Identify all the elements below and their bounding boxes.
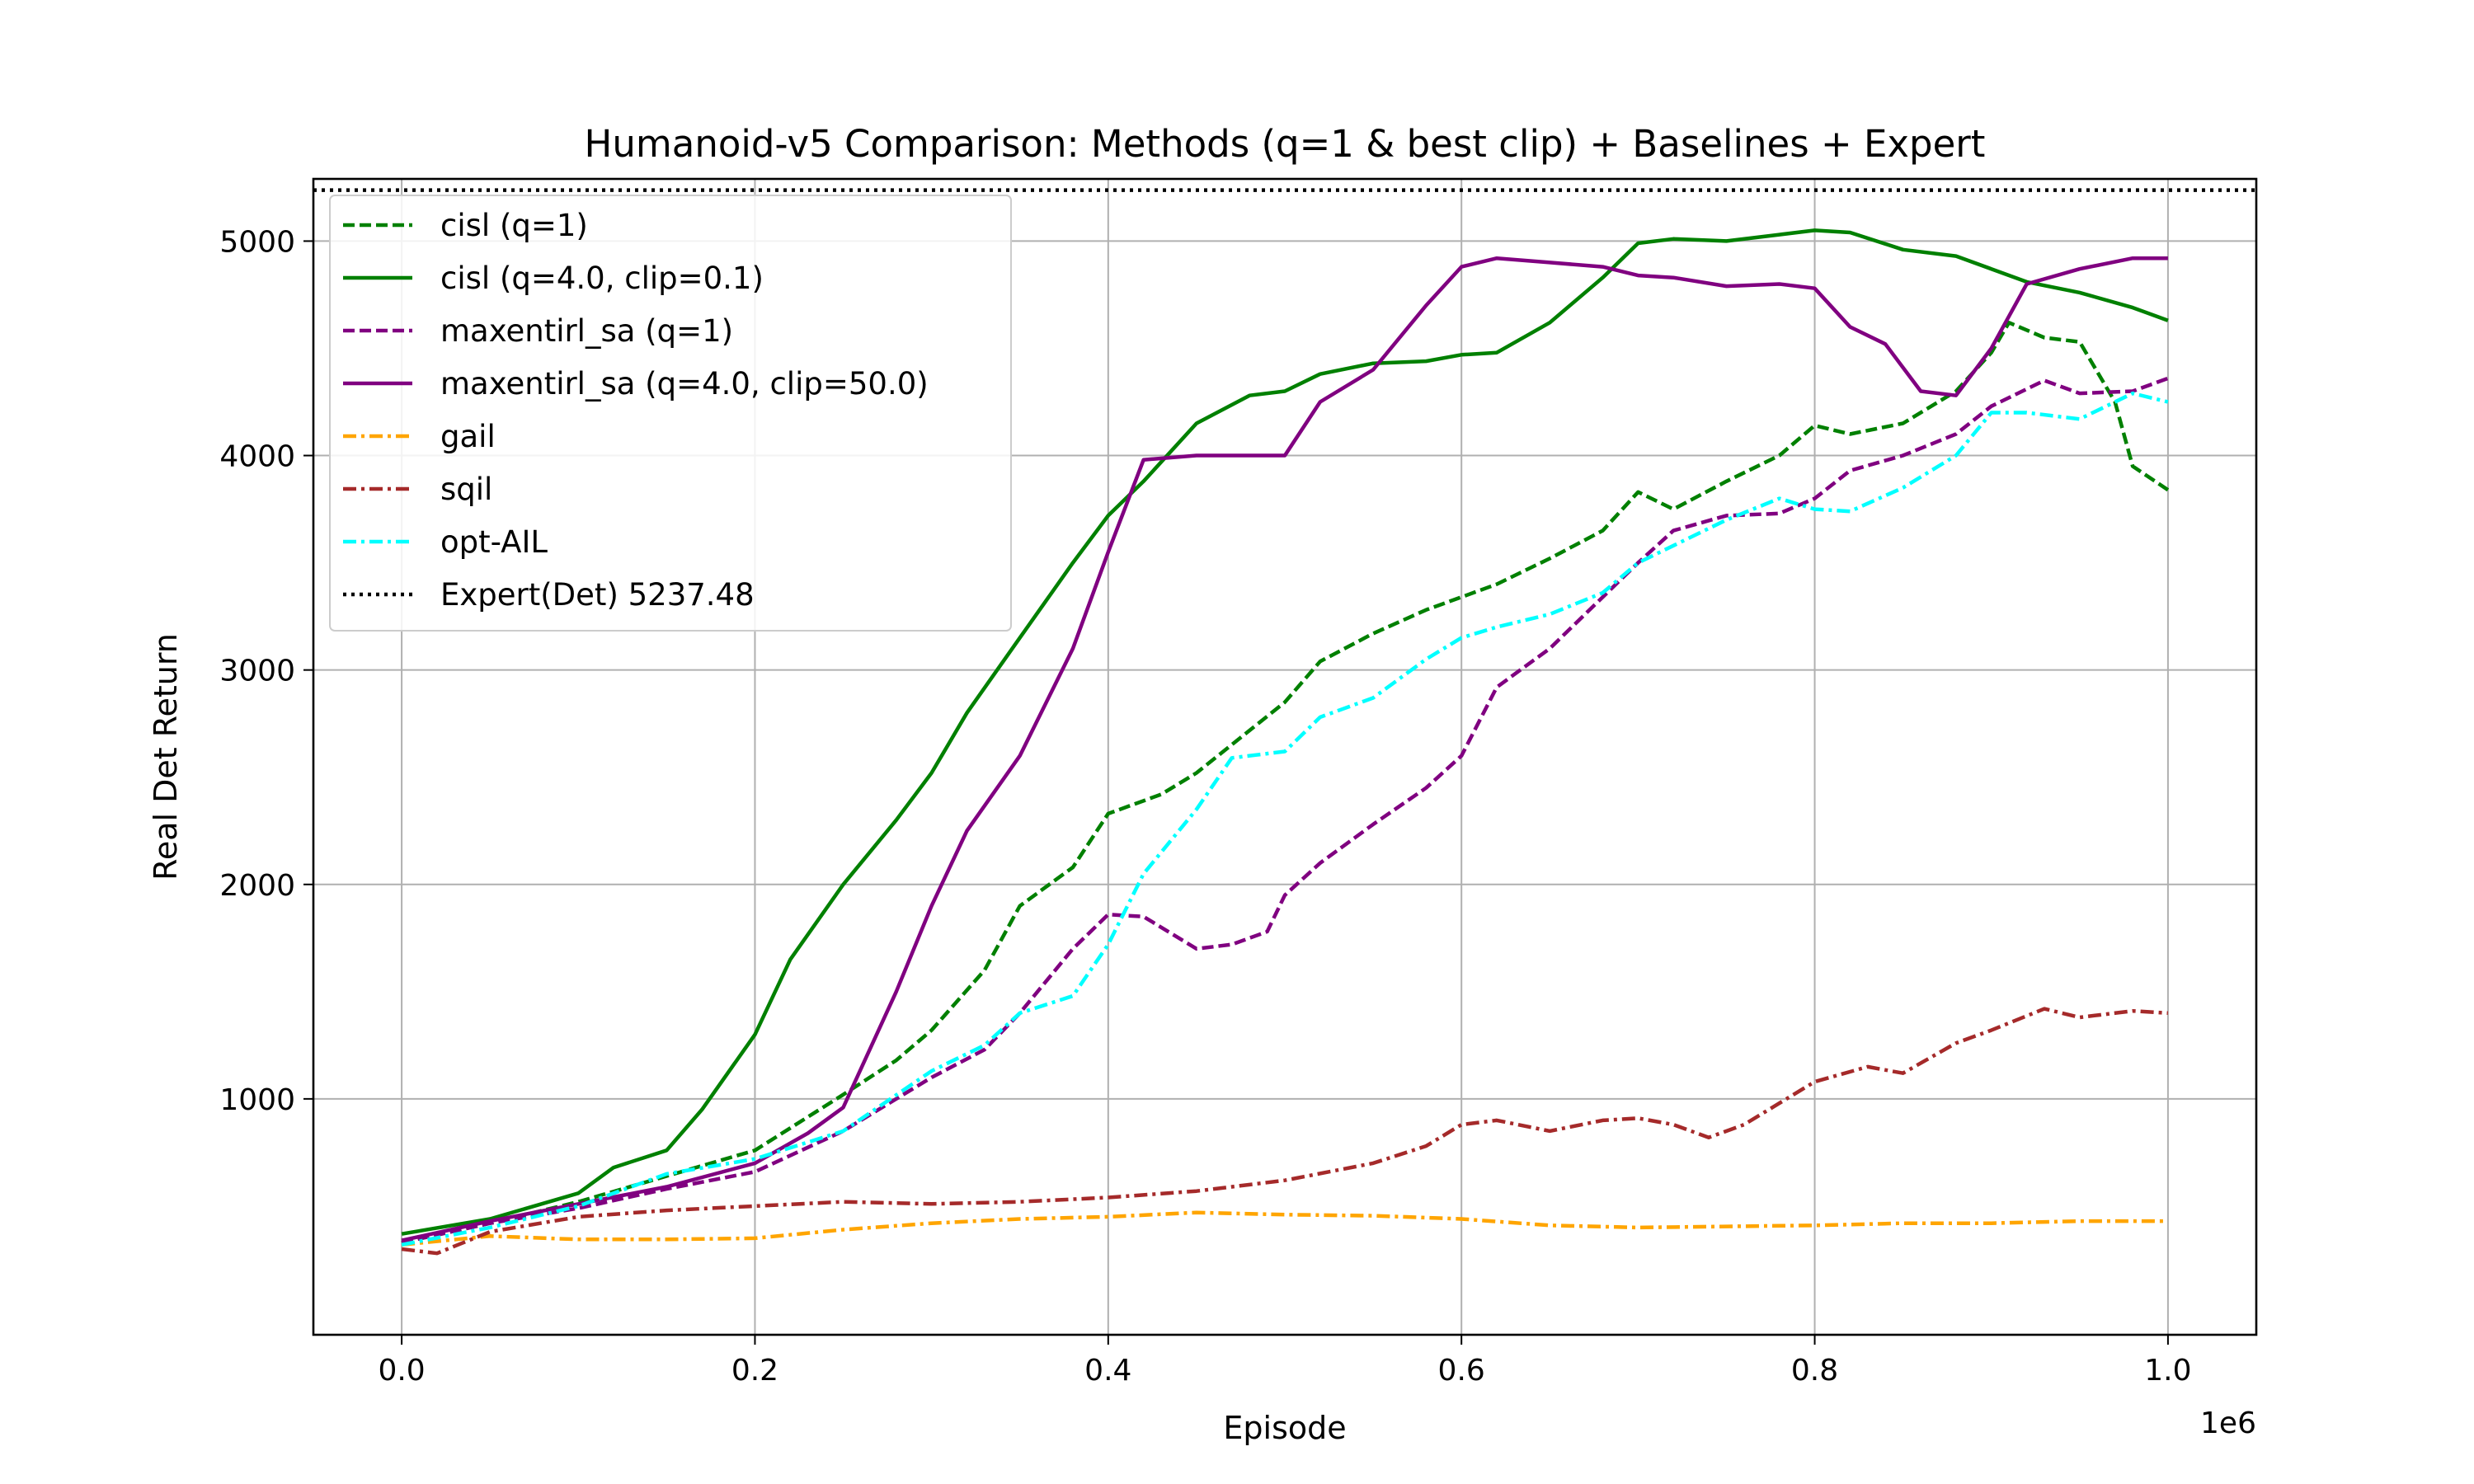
y-tick-label: 1000	[219, 1083, 295, 1117]
y-axis-label: Real Det Return	[148, 633, 184, 881]
y-tick-label: 3000	[219, 655, 295, 688]
series-line	[401, 391, 2169, 1247]
series-line	[401, 228, 2169, 1236]
series-line	[401, 321, 2170, 1245]
legend-label: Expert(Det) 5237.48	[440, 577, 755, 613]
legend-label: cisl (q=1)	[440, 208, 588, 243]
x-tick-label: 1.0	[2144, 1354, 2191, 1388]
legend-label: opt-AIL	[440, 524, 548, 560]
legend-label: maxentirl_sa (q=1)	[440, 313, 733, 349]
x-tick-label: 0.6	[1438, 1354, 1485, 1388]
series-line	[401, 1007, 2169, 1256]
plot-frame	[312, 177, 2258, 1336]
x-axis: 0.0 0.2 0.4 0.6 0.8 1.0	[378, 1335, 2192, 1388]
series-line	[401, 256, 2168, 1242]
y-tick-label: 5000	[219, 225, 295, 259]
series-line	[401, 1210, 2168, 1247]
x-tick-label: 0.4	[1084, 1354, 1131, 1388]
x-tick-label: 0.2	[731, 1354, 778, 1388]
x-axis-label: Episode	[1223, 1410, 1346, 1446]
y-axis: 1000 2000 3000 4000 5000	[219, 225, 313, 1117]
y-tick-label: 2000	[219, 869, 295, 903]
legend-label: cisl (q=4.0, clip=0.1)	[440, 261, 764, 296]
x-tick-label: 0.0	[378, 1354, 425, 1388]
chart-title: Humanoid-v5 Comparison: Methods (q=1 & b…	[585, 122, 1986, 166]
x-tick-label: 0.8	[1791, 1354, 1838, 1388]
legend: cisl (q=1) cisl (q=4.0, clip=0.1) maxentir…	[329, 195, 1012, 632]
series-line	[401, 376, 2169, 1245]
legend-label: sqil	[440, 472, 492, 507]
legend-label: gail	[440, 419, 496, 454]
y-tick-label: 4000	[219, 440, 295, 474]
legend-label: maxentirl_sa (q=4.0, clip=50.0)	[440, 366, 929, 402]
series-layer	[313, 188, 2256, 1256]
x-axis-offset-label: 1e6	[2200, 1407, 2256, 1440]
legend-box	[329, 195, 1012, 632]
